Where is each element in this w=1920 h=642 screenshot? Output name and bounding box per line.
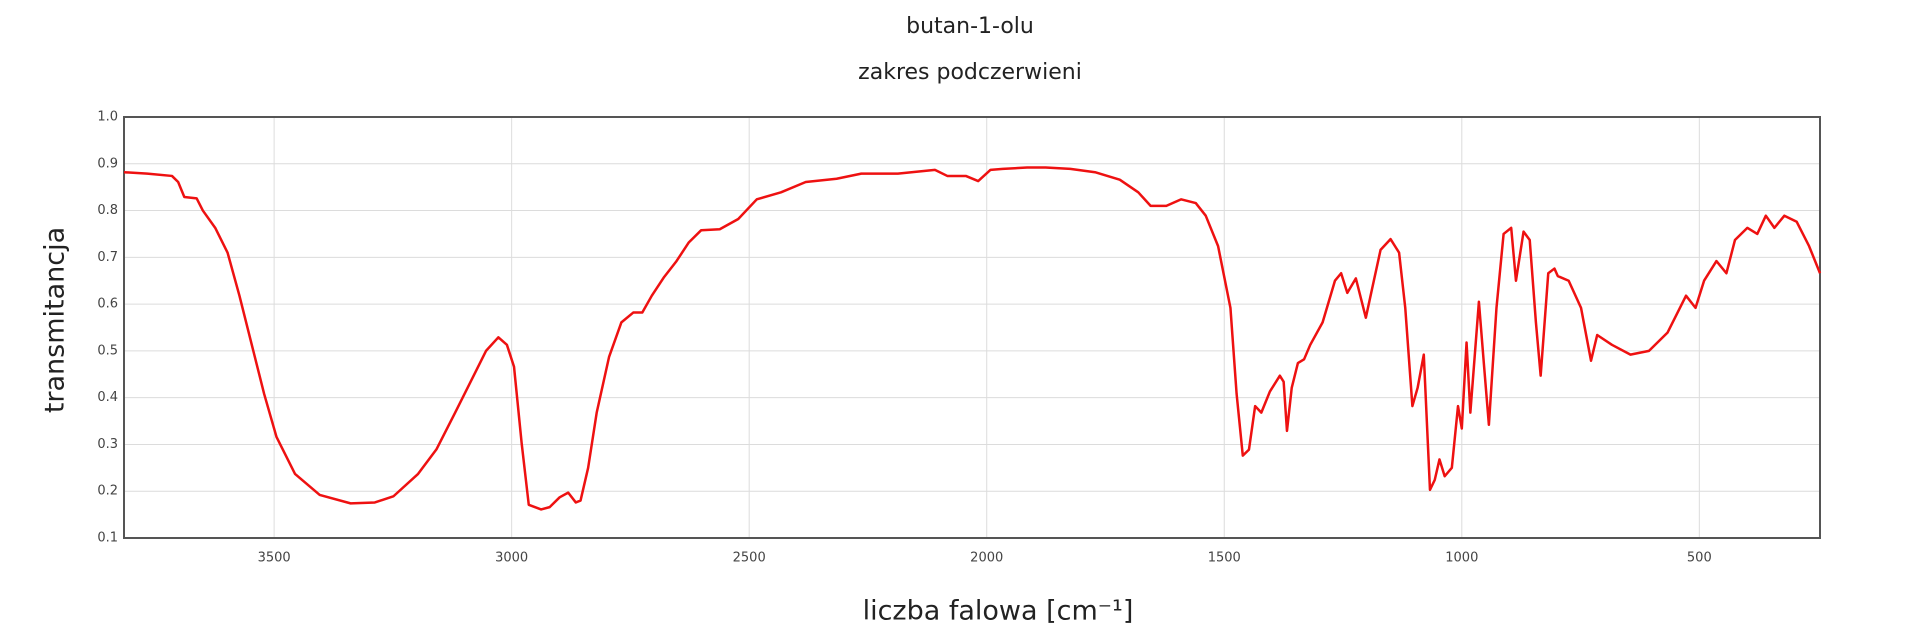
y-tick-label: 1.0 [97,110,118,125]
x-tick-label: 2500 [733,551,766,566]
y-tick-label: 0.8 [97,203,118,218]
x-tick-label: 3000 [495,551,528,566]
spectrum-line [123,166,1822,511]
x-tick-label: 500 [1687,551,1712,566]
chart-title: butan-1-olu [906,14,1034,39]
y-tick-label: 0.2 [97,484,118,499]
y-tick-label: 0.5 [97,343,118,358]
y-tick-label: 0.3 [97,437,118,452]
x-tick-label: 3500 [258,551,291,566]
x-tick-label: 2000 [970,551,1003,566]
x-tick-label: 1000 [1445,551,1478,566]
x-tick-label: 1500 [1208,551,1241,566]
y-axis-title: transmitancja [40,227,71,413]
y-tick-label: 0.6 [97,297,118,312]
chart-subtitle: zakres podczerwieni [858,60,1082,85]
y-tick-label: 0.1 [97,531,118,546]
x-axis-title: liczba falowa [cm⁻¹] [863,596,1134,627]
plot-frame [123,116,1821,539]
y-tick-label: 0.4 [97,390,118,405]
y-tick-label: 0.9 [97,156,118,171]
y-tick-label: 0.7 [97,250,118,265]
